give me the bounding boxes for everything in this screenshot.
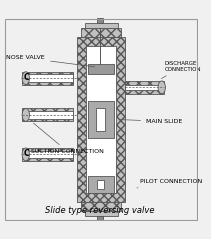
Bar (88, 64, 114, 74)
Ellipse shape (22, 72, 30, 85)
Bar (85, 211, 118, 216)
Bar (81, 28, 121, 37)
Bar (27, 111, 73, 119)
Bar (22, 72, 73, 85)
Text: PILOT CONNECTION: PILOT CONNECTION (137, 179, 202, 188)
Text: NOSE VALVE: NOSE VALVE (7, 55, 95, 67)
Bar (96, 180, 104, 189)
Text: C: C (24, 73, 30, 82)
Bar (125, 85, 160, 90)
Bar (88, 101, 114, 138)
Bar (77, 37, 125, 202)
Text: DISCHARGE
CONNECTION: DISCHARGE CONNECTION (161, 61, 201, 79)
Bar (88, 176, 114, 193)
Ellipse shape (22, 148, 30, 161)
Bar (22, 109, 73, 121)
Bar (97, 216, 103, 222)
Bar (27, 75, 73, 82)
Bar (96, 109, 105, 130)
Bar (87, 46, 116, 193)
Text: Slide type reversing valve: Slide type reversing valve (45, 206, 155, 215)
Bar (22, 148, 73, 161)
Bar (85, 23, 118, 28)
Bar (27, 151, 73, 158)
Text: MAIN SLIDE: MAIN SLIDE (120, 119, 182, 124)
Bar (97, 17, 103, 23)
Text: C: C (24, 149, 30, 158)
Bar (125, 81, 164, 94)
Text: SUCTION CONNECTION: SUCTION CONNECTION (31, 123, 104, 154)
Bar (81, 202, 121, 211)
Ellipse shape (22, 109, 30, 121)
Ellipse shape (158, 81, 165, 94)
